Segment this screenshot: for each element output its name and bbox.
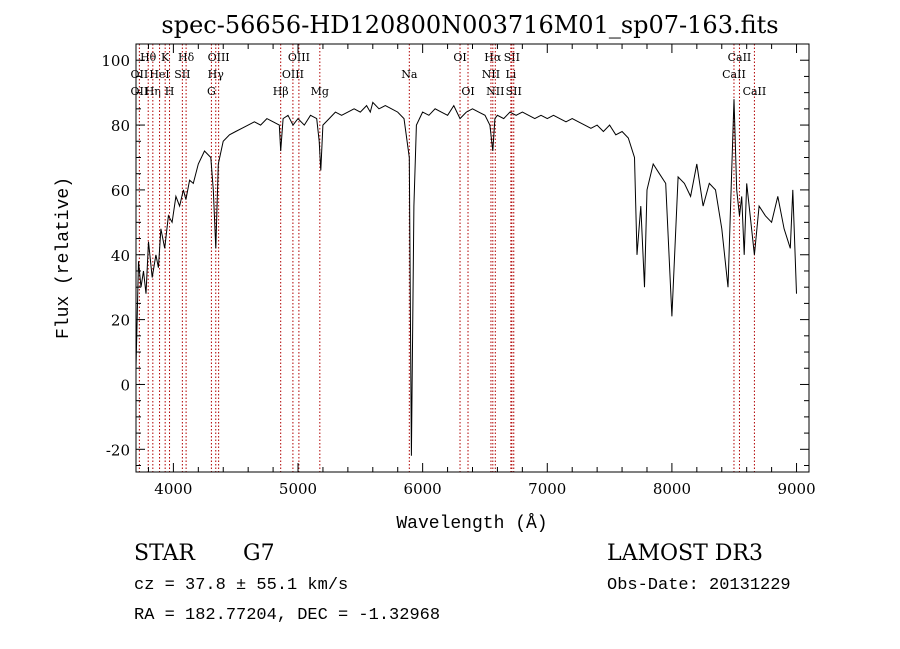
marker-label: OIII xyxy=(282,68,304,81)
marker-label: SII xyxy=(504,51,520,64)
marker-label: Na xyxy=(401,68,418,81)
x-tick-label: 9000 xyxy=(777,480,815,498)
y-tick-label: 60 xyxy=(111,182,130,200)
marker-label: OII xyxy=(131,85,149,98)
marker-label: OIII xyxy=(208,51,230,64)
marker-label: Li xyxy=(505,68,516,81)
marker-label: OI xyxy=(461,85,474,98)
marker-label: Hθ xyxy=(140,51,157,64)
observation-date: Obs-Date: 20131229 xyxy=(607,576,791,595)
object-class: STAR xyxy=(134,541,196,566)
x-tick-label: 4000 xyxy=(154,480,192,498)
chart-title: spec-56656-HD120800N003716M01_sp07-163.f… xyxy=(161,11,778,39)
y-tick-label: -20 xyxy=(106,441,130,459)
object-subclass: G7 xyxy=(243,541,275,566)
marker-label: SII xyxy=(506,85,522,98)
marker-label: SII xyxy=(174,68,190,81)
y-axis-label: Flux (relative) xyxy=(54,177,74,339)
marker-label: Mg xyxy=(311,85,329,98)
marker-label: G xyxy=(207,85,216,98)
marker-label: CaII xyxy=(743,85,767,98)
marker-label: CaII xyxy=(728,51,752,64)
marker-label: HeI xyxy=(149,68,169,81)
y-tick-label: 0 xyxy=(120,376,130,394)
marker-label: NII xyxy=(486,85,504,98)
survey-name: LAMOST DR3 xyxy=(607,541,763,566)
marker-label: Hγ xyxy=(208,68,225,81)
marker-label: CaII xyxy=(722,68,746,81)
x-tick-label: 6000 xyxy=(404,480,442,498)
y-tick-label: 40 xyxy=(111,247,130,265)
x-tick-label: 7000 xyxy=(528,480,566,498)
spectrum-series xyxy=(135,99,797,456)
marker-label: OIII xyxy=(288,51,310,64)
marker-label: Hα xyxy=(484,51,502,64)
x-axis-label: Wavelength (Å) xyxy=(396,513,547,534)
x-tick-label: 5000 xyxy=(279,480,317,498)
marker-label: OII xyxy=(131,68,149,81)
y-axis: -20 0 20 40 60 80 100 xyxy=(101,43,809,467)
y-tick-label: 80 xyxy=(111,117,130,135)
redshift-text: cz = 37.8 ± 55.1 km/s xyxy=(134,576,348,595)
marker-label: NII xyxy=(482,68,500,81)
y-tick-label: 20 xyxy=(111,312,130,330)
coordinates-text: RA = 182.77204, DEC = -1.32968 xyxy=(134,606,440,625)
marker-label: K xyxy=(161,51,170,64)
marker-label: H xyxy=(165,85,175,98)
plot-frame xyxy=(135,43,810,473)
x-tick-label: 8000 xyxy=(653,480,691,498)
spectrum-line xyxy=(135,99,797,456)
marker-label: Hδ xyxy=(178,51,195,64)
marker-label: Hβ xyxy=(273,85,289,98)
y-tick-label: 100 xyxy=(101,52,130,70)
marker-label: OI xyxy=(453,51,466,64)
x-axis: 4000 5000 6000 7000 8000 9000 xyxy=(147,44,816,498)
marker-label: Hη xyxy=(145,85,161,98)
